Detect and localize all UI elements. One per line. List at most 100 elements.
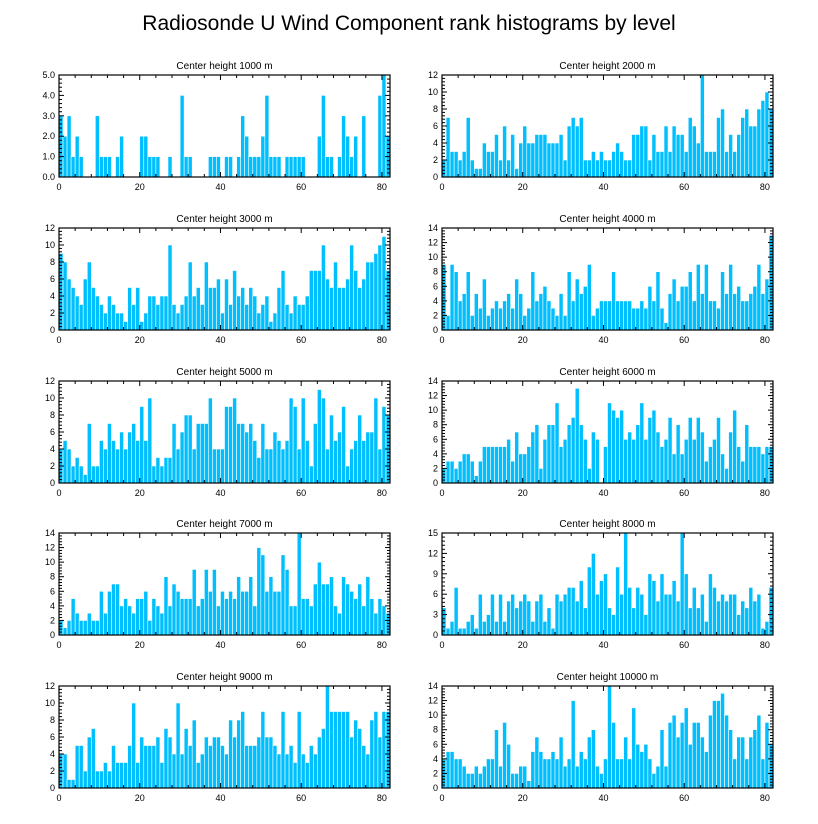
bar <box>494 621 499 636</box>
bar <box>691 300 697 331</box>
bar <box>756 264 762 331</box>
bar <box>482 446 487 484</box>
bar <box>534 300 540 331</box>
bar <box>530 431 536 484</box>
bar <box>627 758 633 789</box>
bar <box>90 620 96 636</box>
bar <box>139 736 145 789</box>
bar <box>700 74 705 178</box>
bar <box>252 605 258 636</box>
panel-6: Center height 6000 m 0 20 40 60 80 0 2 4 6 8 10 12 14 <box>428 367 774 498</box>
bar <box>304 295 310 331</box>
bar <box>603 758 608 789</box>
x-tick-label: 60 <box>679 335 689 345</box>
bar <box>357 414 363 484</box>
bar <box>369 598 375 636</box>
bar <box>595 307 600 331</box>
bar <box>308 270 314 331</box>
bar <box>284 156 290 178</box>
bar <box>538 593 544 636</box>
bar <box>473 765 479 789</box>
bar <box>99 590 104 636</box>
bar <box>482 765 487 789</box>
bar <box>216 605 221 636</box>
bar <box>151 156 157 178</box>
bar <box>502 446 507 484</box>
bar <box>232 598 237 636</box>
bar <box>724 151 729 178</box>
bar <box>66 620 72 636</box>
bar <box>131 304 137 331</box>
bar <box>558 446 564 484</box>
bar <box>667 417 673 484</box>
bar <box>570 300 576 331</box>
bar <box>107 156 112 178</box>
bar <box>562 438 568 484</box>
bar <box>574 765 580 789</box>
bar <box>284 304 290 331</box>
bar <box>377 244 383 331</box>
bar <box>183 728 189 789</box>
bar <box>502 125 507 178</box>
bar <box>212 736 217 789</box>
bar <box>574 600 580 636</box>
bar <box>361 440 367 484</box>
bar <box>554 142 560 178</box>
bar <box>760 100 766 178</box>
bar <box>736 134 742 178</box>
bar <box>716 117 721 178</box>
bar <box>70 598 76 636</box>
y-tick-label: 8 <box>50 715 55 725</box>
bar <box>635 743 641 789</box>
bar <box>679 285 685 331</box>
x-tick-label: 20 <box>518 335 528 345</box>
bar <box>204 736 209 789</box>
bar <box>240 590 245 636</box>
panel-7: Center height 7000 m 0 20 40 60 80 0 2 4 6 8 10 12 14 <box>45 519 391 650</box>
bar <box>663 125 669 178</box>
bar <box>595 438 600 484</box>
y-tick-label: 6 <box>433 434 438 444</box>
bar <box>268 448 274 484</box>
bar <box>449 460 455 484</box>
bar <box>345 135 350 178</box>
x-tick-label: 20 <box>518 640 528 650</box>
y-tick-label: 6 <box>50 732 55 742</box>
bar <box>566 125 572 178</box>
bar <box>264 95 270 178</box>
bar <box>700 293 705 331</box>
bar <box>611 409 616 484</box>
bar <box>163 457 169 484</box>
bar <box>587 159 592 178</box>
bar <box>591 553 596 636</box>
bar <box>248 156 254 178</box>
bar <box>542 285 548 331</box>
bar <box>155 457 161 484</box>
bar <box>748 125 754 178</box>
bar <box>325 448 330 484</box>
bar <box>365 753 371 789</box>
y-tick-label: 8 <box>50 410 55 420</box>
bar <box>175 448 181 484</box>
bar <box>582 159 588 178</box>
bar <box>74 135 80 178</box>
bar <box>361 278 367 331</box>
bar <box>542 134 548 178</box>
bar <box>191 569 197 636</box>
bar <box>494 446 499 484</box>
bar <box>671 125 677 178</box>
bar <box>369 431 375 484</box>
bar <box>333 261 338 331</box>
bar <box>159 762 165 789</box>
bar <box>631 707 637 789</box>
bar <box>312 270 318 331</box>
bar <box>691 125 697 178</box>
bar <box>276 156 282 178</box>
bar <box>469 614 475 636</box>
bar <box>284 753 290 789</box>
bar <box>744 108 750 178</box>
bar <box>317 135 322 178</box>
bar <box>349 244 354 331</box>
bar <box>228 719 233 789</box>
bar <box>127 431 132 484</box>
